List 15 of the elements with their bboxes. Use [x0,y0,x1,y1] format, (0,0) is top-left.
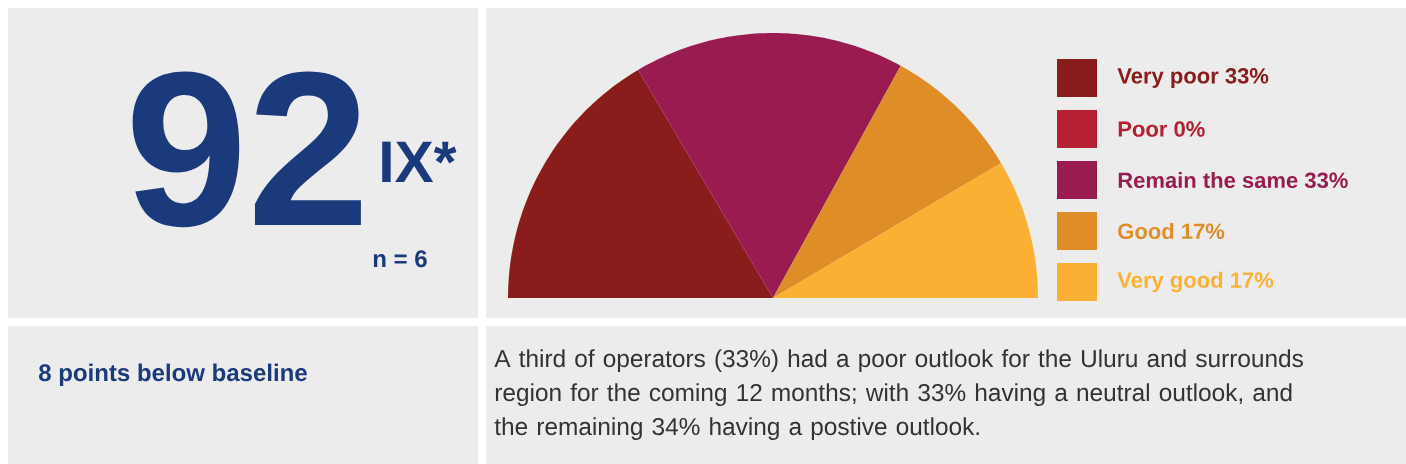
legend-label: Remain the same [1118,171,1298,189]
text: 0% [1174,121,1205,137]
legend-label: Good [1118,222,1174,240]
legend-label: Very good [1117,271,1223,293]
data-label: 33% [1304,172,1348,189]
text: 92 [132,71,361,228]
data-label: 17% [1231,272,1274,288]
text: 8 points below baseline [39,363,307,386]
data-label: 17% [1182,223,1225,240]
text: A third of operators (33%) had a poor outlook for the Uluru and surrounds region for the coming 12 months; with 33% having a neutral outlook, and the remaining 34% having a postive outlook. [494,349,1303,441]
legend-label: Very poor [1117,68,1219,88]
text: n = 6 [373,250,427,268]
text: IX* [382,141,457,182]
data-label: 33% [1225,68,1269,84]
legend-label: Poor [1118,121,1168,137]
